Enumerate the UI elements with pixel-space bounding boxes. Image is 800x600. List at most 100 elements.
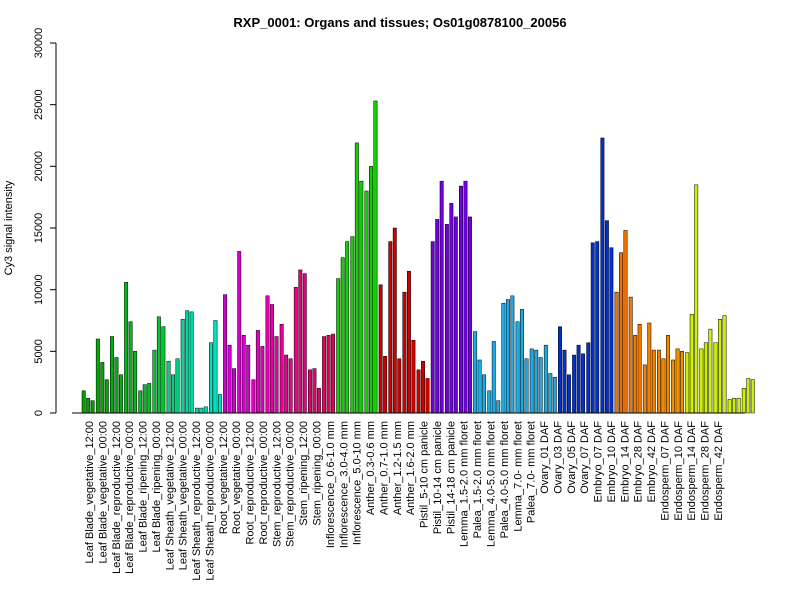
x-tick-label: Embryo_42 DAF xyxy=(646,421,658,503)
x-tick-label: Leaf Sheath_reproductive_00:00 xyxy=(204,421,216,581)
bar xyxy=(255,330,260,414)
bar xyxy=(435,219,440,414)
bar xyxy=(86,397,91,414)
bar xyxy=(732,397,737,414)
bar xyxy=(142,384,147,414)
bar xyxy=(279,323,284,414)
x-tick-label: Anther_1.6-2.0 mm xyxy=(405,421,417,515)
bar xyxy=(185,310,190,414)
bar xyxy=(746,378,751,414)
bar xyxy=(750,379,755,414)
bar xyxy=(110,336,114,414)
bar xyxy=(336,278,341,414)
bar xyxy=(298,269,303,414)
bar xyxy=(642,364,647,414)
bar xyxy=(265,295,270,414)
bar xyxy=(657,349,661,414)
x-tick-label: Ovary_01 DAF xyxy=(539,421,551,494)
x-tick-label: Anther_0.3-0.6 mm xyxy=(365,421,377,515)
y-tick-label: 25000 xyxy=(33,89,45,120)
y-tick-label: 15000 xyxy=(33,213,45,244)
x-tick-label: Ovary_03 DAF xyxy=(552,421,564,494)
bar xyxy=(81,390,86,414)
bar xyxy=(133,351,138,414)
bar xyxy=(284,354,289,414)
x-tick-label: Anther_1.2-1.5 mm xyxy=(392,421,404,515)
bar xyxy=(694,184,699,414)
bar xyxy=(623,230,628,414)
bar xyxy=(529,348,534,414)
x-tick-label: Embryo_10 DAF xyxy=(606,421,618,503)
x-tick-label: Endosperm_28 DAF xyxy=(700,421,712,521)
bar xyxy=(425,378,430,414)
bar xyxy=(175,358,180,414)
bar xyxy=(307,369,312,414)
bar xyxy=(430,241,435,414)
bar xyxy=(95,338,100,414)
bar xyxy=(209,342,213,414)
bar xyxy=(510,295,515,414)
bar xyxy=(373,100,378,414)
bar xyxy=(633,335,638,414)
bar xyxy=(558,326,562,414)
x-tick-label: Leaf Sheath_vegetative_00:00 xyxy=(178,421,190,570)
bar xyxy=(609,247,614,414)
bar xyxy=(699,348,704,414)
x-tick-labels: Leaf Blade_vegetative_12:00 Leaf Blade_ve… xyxy=(84,421,725,581)
x-tick-label: Endosperm_10 DAF xyxy=(673,421,685,521)
bar xyxy=(411,339,416,414)
bar xyxy=(246,344,251,414)
bar xyxy=(675,348,680,414)
bar xyxy=(364,190,369,414)
bar xyxy=(604,220,609,414)
x-tick-label: Ovary_05 DAF xyxy=(566,421,578,494)
x-tick-label: Endosperm_42 DAF xyxy=(713,421,725,521)
bar xyxy=(548,373,553,414)
x-tick-label: Palea_4.0-5.0 mm floret xyxy=(499,421,511,538)
bar xyxy=(345,241,350,414)
x-tick-label: Stem_reproductive_12:00 xyxy=(271,421,283,547)
bar xyxy=(354,142,359,414)
bar xyxy=(270,304,274,414)
x-tick-label: Leaf Blade_vegetative_12:00 xyxy=(84,421,96,564)
bar xyxy=(576,344,581,414)
bar xyxy=(227,344,232,414)
bar xyxy=(138,390,143,414)
bar xyxy=(628,296,633,414)
x-tick-label: Anther_0.7-1.0 mm xyxy=(378,421,390,515)
x-tick-label: Embryo_14 DAF xyxy=(619,421,631,503)
bar xyxy=(590,242,595,414)
bar xyxy=(543,344,548,414)
bar xyxy=(703,342,708,414)
bar xyxy=(552,376,557,414)
bar xyxy=(232,368,237,414)
x-tick-label: Pistil_5-10 cm panicle xyxy=(419,421,431,528)
x-tick-label: Lemma_4.0-5.0 mm floret xyxy=(486,421,498,547)
bar xyxy=(439,180,444,414)
x-tick-label: Stem_reproductive_00:00 xyxy=(285,421,297,547)
bar xyxy=(468,216,472,414)
bar xyxy=(487,390,492,414)
bar xyxy=(203,406,208,414)
bar xyxy=(100,362,105,414)
bar xyxy=(491,341,496,414)
bar xyxy=(722,315,727,414)
bar xyxy=(104,379,109,414)
bar xyxy=(180,319,185,414)
bar xyxy=(128,321,133,414)
bar xyxy=(463,180,468,414)
bars xyxy=(81,100,755,414)
bar xyxy=(637,323,642,414)
bar xyxy=(350,236,355,414)
bar xyxy=(496,400,501,414)
bar xyxy=(161,326,166,414)
x-tick-label: Root_vegetative_00:00 xyxy=(231,421,243,534)
x-tick-label: Leaf Sheath_vegetative_12:00 xyxy=(164,421,176,570)
x-tick-label: Leaf Blade_reproductive_12:00 xyxy=(111,421,123,574)
bar xyxy=(369,166,373,414)
bar xyxy=(713,342,718,414)
bar xyxy=(689,314,694,414)
bar xyxy=(406,270,411,414)
bar xyxy=(505,299,510,414)
bar xyxy=(199,407,204,414)
